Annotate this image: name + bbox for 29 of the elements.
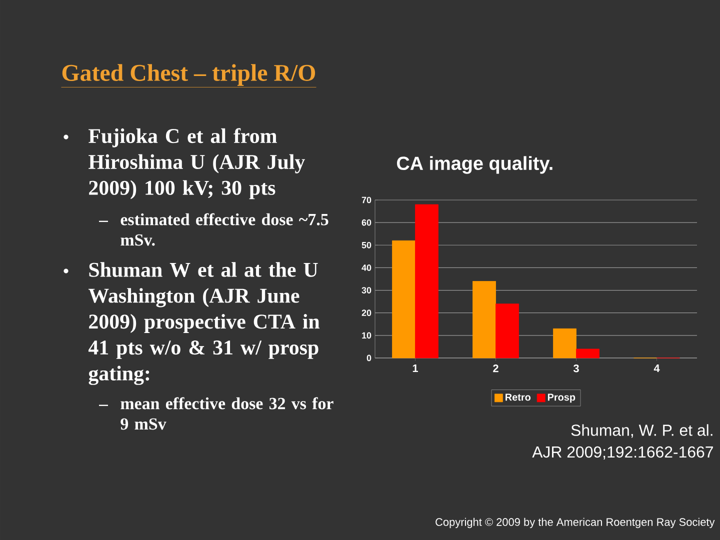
bar <box>553 328 576 358</box>
bar <box>496 304 519 358</box>
y-tick-label: 20 <box>362 310 372 316</box>
x-tick-label: 2 <box>493 364 498 372</box>
x-tick-label: 3 <box>573 364 579 372</box>
y-tick-label: 40 <box>362 264 372 271</box>
x-tick-label: 4 <box>654 364 660 372</box>
y-tick-label: 70 <box>362 196 372 204</box>
text: Fujioka C et al from Hiroshima U (AJR July 2009) 100 kV; 30 pts <box>88 128 305 200</box>
bar <box>392 240 416 358</box>
legend-label: Retro <box>506 394 531 401</box>
y-tick-label: 10 <box>362 332 372 339</box>
text: mean effective dose 32 vs for 9 mSv <box>120 397 334 430</box>
text: Shuman, W. P. et al. <box>571 424 712 438</box>
text: Gated Chest – triple R/O <box>62 64 316 86</box>
text: Copyright © 2009 by the American Roentgen Ray Society <box>436 518 715 528</box>
y-tick-label: 50 <box>362 242 372 248</box>
y-tick-label: 60 <box>362 219 372 226</box>
y-tick-label: 0 <box>366 354 372 362</box>
legend-label: Prosp <box>548 394 576 403</box>
y-tick-label: 30 <box>362 287 372 294</box>
bar <box>472 281 496 358</box>
bar <box>576 348 600 358</box>
text: estimated effective dose ~7.5 mSv. <box>120 213 328 246</box>
x-tick-label: 1 <box>412 364 418 372</box>
bar <box>415 204 438 358</box>
text: AJR 2009;192:1662-1667 <box>532 446 713 460</box>
text: Shuman W et al at the U Washington (AJR June 2009) prospective CTA in 41 pts w/o & 31 w/ prosp gating: <box>88 262 320 385</box>
chart-title: CA image quality. <box>396 156 552 174</box>
